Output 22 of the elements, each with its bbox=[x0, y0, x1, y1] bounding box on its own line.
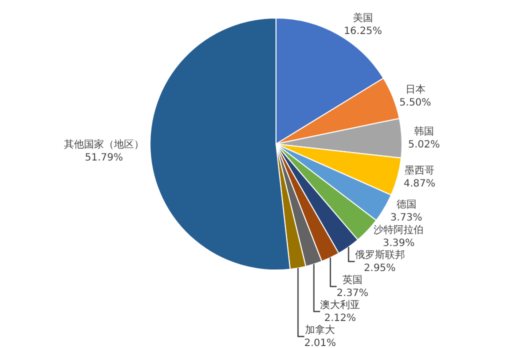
data-label: 2.37% bbox=[336, 288, 368, 300]
data-label: 16.25% bbox=[344, 26, 382, 38]
slice-label: 沙特阿拉伯 bbox=[374, 224, 424, 236]
data-label: 3.39% bbox=[382, 238, 415, 250]
data-label: 5.02% bbox=[408, 140, 440, 151]
slice-label: 其他国家（地区） bbox=[64, 138, 144, 151]
slice-label: 德国 bbox=[396, 199, 416, 210]
slice-label: 英国 bbox=[342, 274, 363, 286]
data-label: 2.12% bbox=[324, 313, 356, 324]
slice-label: 俄罗斯联邦 bbox=[354, 249, 405, 262]
data-label: 2.95% bbox=[364, 263, 396, 274]
data-label: 3.73% bbox=[390, 212, 422, 224]
slice-label: 美国 bbox=[352, 12, 373, 24]
slice-label: 韩国 bbox=[414, 126, 434, 138]
data-label: 51.79% bbox=[84, 152, 124, 164]
slice-label: 加拿大 bbox=[305, 324, 336, 336]
data-label: 5.50% bbox=[399, 97, 432, 108]
slice-label: 日本 bbox=[405, 83, 426, 96]
data-label: 2.01% bbox=[304, 338, 336, 348]
slice-label: 澳大利亚 bbox=[320, 299, 360, 312]
slice-label: 墨西哥 bbox=[404, 166, 435, 177]
data-label: 4.87% bbox=[404, 178, 436, 190]
